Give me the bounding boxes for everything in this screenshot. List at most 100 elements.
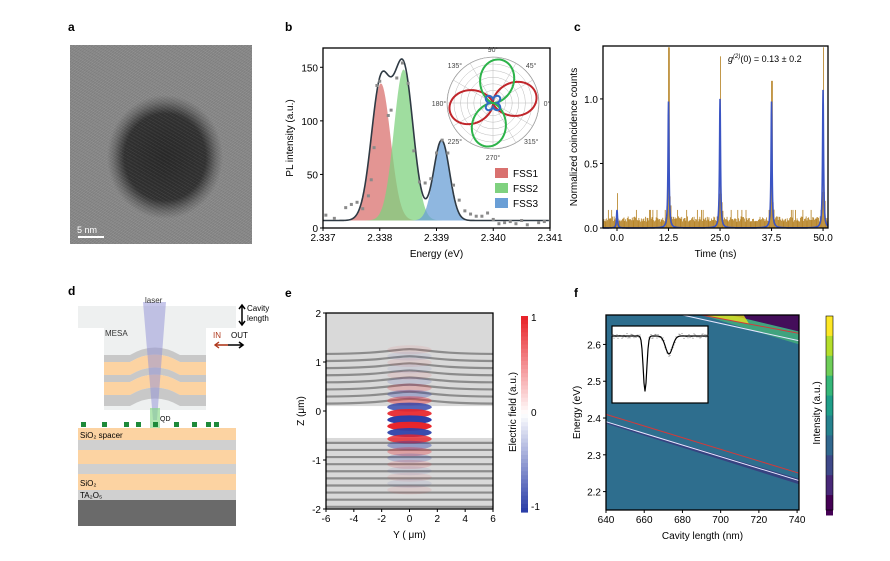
colorbar-segment	[826, 445, 833, 451]
field-lobe	[387, 402, 432, 412]
data-point	[542, 220, 546, 224]
colorbar-segment	[826, 320, 833, 327]
histogram-bar	[634, 216, 636, 228]
colorbar-segment	[521, 373, 528, 378]
g2-superscript: (2)	[733, 54, 740, 60]
data-point	[429, 177, 433, 181]
data-point	[480, 214, 484, 218]
histogram-bar	[780, 219, 782, 228]
x-tick-label: 0	[407, 514, 413, 525]
histogram-bar	[762, 218, 764, 228]
colorbar-segment	[521, 405, 528, 411]
data-point	[514, 222, 518, 226]
histogram-bar	[687, 216, 688, 228]
field-lobe	[387, 415, 432, 425]
histogram-bar	[611, 209, 613, 228]
colorbar-segment	[826, 325, 833, 332]
legend-swatch	[495, 183, 508, 193]
inset-data-point	[622, 336, 624, 338]
data-point	[520, 219, 524, 222]
data-point	[508, 220, 512, 224]
histogram-bar	[607, 220, 608, 228]
in-arrowhead-icon	[213, 341, 220, 349]
colorbar-segment	[826, 505, 833, 511]
histogram-bar	[787, 220, 789, 228]
histogram-bar	[696, 209, 698, 228]
panel-c-chart: 0.0 12.5 25.0 37.5 50.0 0.0 0.5 1.0 Time (ns) Nor…	[569, 45, 833, 260]
length-label: length	[247, 314, 269, 323]
data-point	[435, 151, 438, 155]
data-point	[355, 200, 359, 204]
mesa-label: MESA	[105, 329, 128, 338]
histogram-bar	[745, 209, 747, 228]
legend-label: FSS1	[513, 169, 538, 180]
inset-data-point	[693, 333, 695, 335]
inset-data-point	[688, 334, 690, 336]
x-tick-label: 25.0	[710, 233, 730, 244]
y-tick-label: 1.0	[584, 95, 598, 106]
colorbar-segment	[826, 390, 833, 397]
inset-data-point	[689, 337, 691, 339]
histogram-bar	[799, 217, 801, 228]
colorbar-segment	[826, 455, 833, 461]
histogram-bar	[736, 221, 738, 228]
histogram-bar	[777, 220, 779, 228]
histogram-bar	[678, 216, 679, 228]
panel-label-f: f	[574, 286, 579, 300]
inset-data-point	[656, 337, 658, 339]
inset-data-point	[639, 334, 641, 336]
colorbar-segment	[521, 418, 528, 423]
inset-frame	[611, 325, 709, 404]
histogram-bar	[621, 220, 622, 228]
colorbar-tick-label: -1	[531, 502, 540, 513]
colorbar-tick-label: 0	[531, 408, 537, 419]
histogram-bar	[699, 216, 701, 228]
colorbar-segment	[521, 369, 528, 374]
x-tick-label: 2	[435, 514, 441, 525]
colorbar-segment	[826, 330, 833, 337]
polar-angle-label: 90°	[488, 46, 499, 54]
inset-data-point	[704, 334, 706, 336]
histogram-bar	[752, 218, 754, 228]
y-tick-label: 0	[315, 407, 321, 418]
data-point	[503, 221, 507, 225]
field-lobe	[387, 370, 432, 380]
histogram-bar	[612, 216, 613, 228]
histogram-bar	[815, 218, 817, 228]
histogram-bar	[762, 217, 763, 228]
histogram-bar	[804, 218, 805, 228]
histogram-bar	[625, 219, 627, 228]
histogram-bar	[740, 216, 742, 228]
field-lobe	[387, 357, 432, 367]
tem-image: 5 nm	[70, 45, 252, 244]
histogram-bar	[624, 220, 626, 228]
histogram-bar	[631, 217, 633, 228]
histogram-bar	[714, 217, 716, 228]
histogram-bar	[755, 220, 757, 228]
field-lobe	[387, 377, 432, 387]
colorbar-segment	[521, 487, 528, 493]
colorbar-segment	[826, 510, 833, 516]
colorbar-segment	[521, 340, 528, 346]
y-axis-label: PL intensity (a.u.)	[285, 99, 296, 176]
inset-data-point	[632, 334, 634, 336]
y-tick-label: 0.5	[584, 159, 598, 170]
inset-data-point	[630, 333, 632, 335]
y-tick-label: 0	[312, 224, 318, 235]
colorbar-segment	[521, 471, 528, 476]
histogram-bar	[733, 220, 735, 228]
cavity-label: Cavity	[247, 304, 269, 313]
histogram-bar	[649, 209, 651, 228]
histogram-bar	[694, 221, 696, 228]
inset-data-point	[657, 334, 659, 336]
polar-angle-label: 315°	[524, 138, 539, 146]
colorbar-segment	[826, 470, 833, 476]
colorbar-segment	[826, 360, 833, 367]
histogram-bar	[710, 220, 711, 228]
colorbar-label: Intensity (a.u.)	[812, 381, 823, 444]
inset-data-point	[687, 337, 689, 339]
histogram-bar	[655, 217, 657, 228]
x-tick-label: 720	[751, 515, 768, 526]
colorbar-segment	[826, 410, 833, 416]
inset-data-point	[681, 333, 683, 335]
